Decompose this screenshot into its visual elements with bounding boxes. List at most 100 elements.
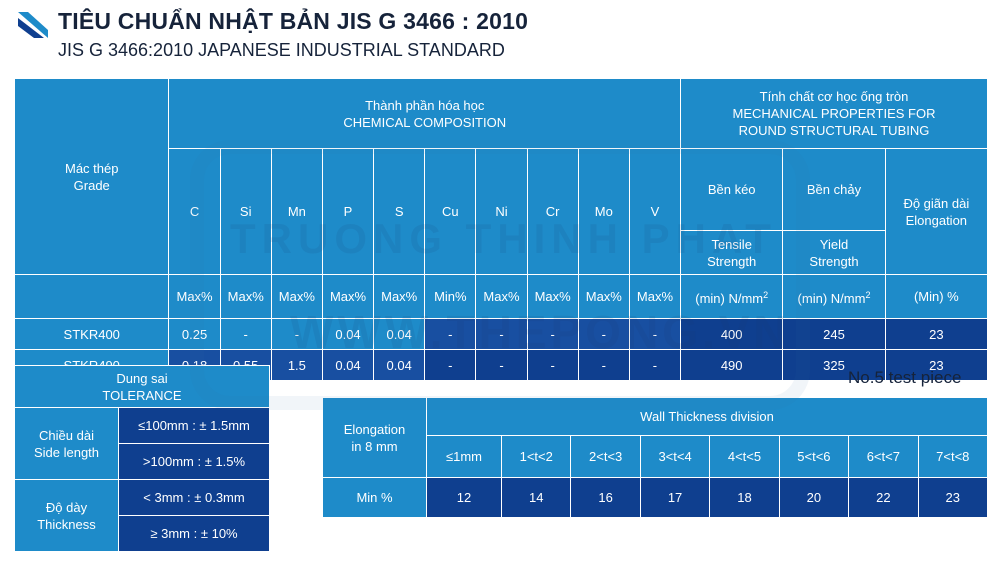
value-cell: - bbox=[219, 318, 272, 350]
range-cell: 7<t<8 bbox=[917, 435, 989, 478]
wall-division-header: Wall Thickness division bbox=[426, 397, 988, 436]
brand-logo bbox=[18, 12, 48, 38]
value-cell: - bbox=[577, 318, 630, 350]
tensile-unit-sup: 2 bbox=[763, 289, 769, 300]
value-cell: 0.04 bbox=[321, 349, 375, 381]
thick-label-en: Thickness bbox=[37, 516, 96, 532]
tolerance-title-en: TOLERANCE bbox=[102, 387, 182, 403]
chemical-composition-header: Thành phần hóa học CHEMICAL COMPOSITION bbox=[168, 78, 682, 149]
element-header: Cu bbox=[424, 148, 477, 275]
value-cell: 0.04 bbox=[373, 318, 426, 350]
element-header: V bbox=[628, 148, 682, 275]
limit-cell: Max% bbox=[373, 274, 426, 319]
yield-en2: Strength bbox=[809, 253, 859, 269]
elong8-line1: Elongation bbox=[343, 421, 406, 437]
value-cell: - bbox=[424, 318, 477, 350]
table-row: STKR400 0.25 - - 0.04 0.04 - - - - - 400… bbox=[13, 318, 989, 350]
page-subtitle: JIS G 3466:2010 JAPANESE INDUSTRIAL STAN… bbox=[58, 40, 505, 60]
watermark-url: WWW.THEPONG.VN bbox=[290, 306, 791, 358]
test-piece-label: No.5 test piece bbox=[848, 368, 962, 387]
value-cell: - bbox=[526, 349, 579, 381]
yield-unit-text: (min) N/mm bbox=[797, 290, 866, 306]
tolerance-title-vi: Dung sai bbox=[116, 370, 168, 386]
thick-label-vi: Độ dày bbox=[45, 499, 88, 515]
min-percent-label: Min % bbox=[322, 477, 427, 518]
tensile-unit: (min) N/mm2 bbox=[680, 274, 784, 319]
limit-cell: Min% bbox=[424, 274, 477, 319]
min-cell: 14 bbox=[501, 477, 572, 518]
min-cell: 18 bbox=[709, 477, 780, 518]
tensile-en1: Tensile bbox=[711, 236, 752, 252]
side-label-en: Side length bbox=[33, 444, 100, 460]
wall-thickness-table: Elongation in 8 mm Wall Thickness divisi… bbox=[322, 397, 989, 518]
value-cell: - bbox=[526, 318, 579, 350]
min-cell: 20 bbox=[778, 477, 850, 518]
grade-cell: STKR400 bbox=[13, 318, 170, 350]
tolerance-value: ≤100mm : ± 1.5mm bbox=[118, 407, 270, 444]
mech-label-vi: Tính chất cơ học ống tròn bbox=[759, 89, 909, 104]
elong8-line2: in 8 mm bbox=[351, 438, 398, 454]
tensile-unit-text: (min) N/mm bbox=[695, 290, 764, 306]
value-cell: - bbox=[628, 349, 682, 381]
tolerance-value: < 3mm : ± 0.3mm bbox=[118, 479, 270, 516]
limit-cell: Max% bbox=[321, 274, 375, 319]
elongation-unit: (Min) % bbox=[884, 274, 989, 319]
elongation-cell: 23 bbox=[884, 318, 989, 350]
value-cell: - bbox=[424, 349, 477, 381]
element-header: Mn bbox=[270, 148, 323, 275]
value-cell: 1.5 bbox=[270, 349, 323, 381]
yield-en1: Yield bbox=[819, 236, 849, 252]
mechanical-properties-header: Tính chất cơ học ống tròn MECHANICAL PRO… bbox=[680, 78, 988, 149]
min-cell: 17 bbox=[639, 477, 711, 518]
range-cell: 3<t<4 bbox=[639, 435, 711, 478]
elong-label-vi: Độ giãn dài bbox=[903, 195, 970, 211]
element-header: P bbox=[321, 148, 375, 275]
elongation-8mm-label: Elongation in 8 mm bbox=[322, 397, 427, 478]
grade-header: Mác thép Grade bbox=[13, 78, 170, 275]
limit-cell: Max% bbox=[219, 274, 272, 319]
chem-label-en: CHEMICAL COMPOSITION bbox=[343, 114, 507, 130]
elong-label-en: Elongation bbox=[905, 212, 968, 228]
range-cell: 1<t<2 bbox=[501, 435, 572, 478]
tensile-cell: 400 bbox=[680, 318, 784, 350]
yield-header-vi: Bền chảy bbox=[782, 148, 886, 231]
value-cell: - bbox=[270, 318, 323, 350]
yield-header-en: Yield Strength bbox=[782, 230, 886, 275]
tolerance-value: ≥ 3mm : ± 10% bbox=[118, 515, 270, 552]
yield-unit: (min) N/mm2 bbox=[782, 274, 886, 319]
element-header: S bbox=[373, 148, 426, 275]
tolerance-table: Dung sai TOLERANCE Chiều dài Side length… bbox=[14, 365, 270, 552]
grade-label-vi: Mác thép bbox=[64, 160, 119, 176]
range-cell: 4<t<5 bbox=[709, 435, 780, 478]
mech-label-en1: MECHANICAL PROPERTIES FOR bbox=[732, 106, 936, 121]
value-cell: - bbox=[577, 349, 630, 381]
value-cell: 0.04 bbox=[373, 349, 426, 381]
value-cell: 0.04 bbox=[321, 318, 375, 350]
limit-cell: Max% bbox=[577, 274, 630, 319]
chem-label-vi: Thành phần hóa học bbox=[365, 97, 485, 113]
tolerance-header: Dung sai TOLERANCE bbox=[14, 365, 270, 408]
tolerance-value: >100mm : ± 1.5% bbox=[118, 443, 270, 480]
element-header: Ni bbox=[475, 148, 528, 275]
element-header: Cr bbox=[526, 148, 579, 275]
yield-unit-sup: 2 bbox=[865, 289, 871, 300]
thickness-label: Độ dày Thickness bbox=[14, 479, 119, 552]
min-cell: 16 bbox=[570, 477, 641, 518]
element-header: C bbox=[168, 148, 221, 275]
min-cell: 23 bbox=[917, 477, 989, 518]
grade-label-en: Grade bbox=[73, 177, 110, 193]
yield-cell: 245 bbox=[782, 318, 886, 350]
elongation-cell: 23 bbox=[884, 349, 989, 381]
limit-cell: Max% bbox=[270, 274, 323, 319]
tensile-header-vi: Bền kéo bbox=[680, 148, 784, 231]
limit-cell: Max% bbox=[168, 274, 221, 319]
min-cell: 12 bbox=[425, 477, 503, 518]
element-header: Mo bbox=[577, 148, 630, 275]
tensile-header-en: Tensile Strength bbox=[680, 230, 784, 275]
min-cell: 22 bbox=[848, 477, 919, 518]
value-cell: - bbox=[475, 349, 528, 381]
elongation-header: Độ giãn dài Elongation bbox=[884, 148, 989, 275]
range-cell: 5<t<6 bbox=[778, 435, 850, 478]
value-cell: 0.25 bbox=[168, 318, 221, 350]
range-cell: ≤1mm bbox=[425, 435, 503, 478]
